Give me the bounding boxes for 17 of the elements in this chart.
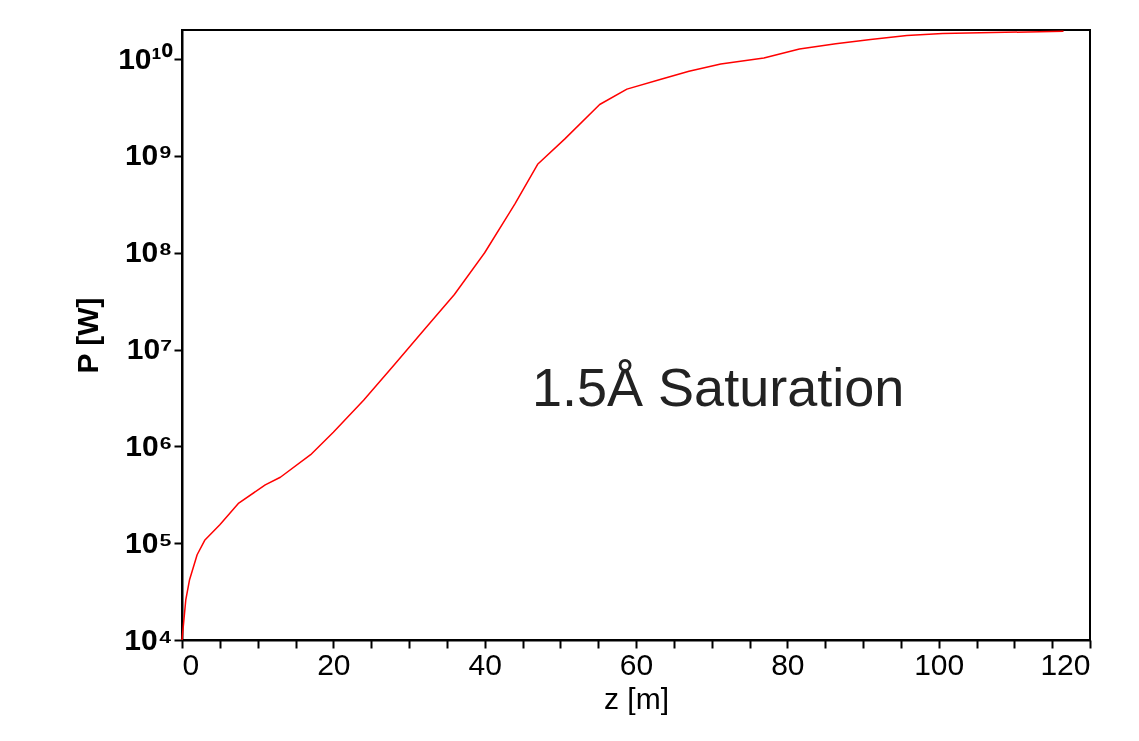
y-tick-label: 10¹⁰ [118, 41, 173, 75]
y-tick-label: 10⁹ [124, 138, 173, 172]
x-tick-label: 120 [1040, 647, 1091, 681]
x-tick-label: 0 [182, 647, 200, 681]
y-axis-title: P [W] [71, 297, 105, 374]
x-tick-label: 20 [317, 647, 351, 681]
y-tick-label: 10⁵ [125, 525, 173, 559]
x-tick-label: 40 [468, 647, 502, 681]
x-tick-label: 80 [771, 647, 805, 681]
y-tick-label: 10⁴ [124, 622, 173, 656]
x-tick-label: 60 [619, 647, 654, 681]
x-axis-title: z [m] [604, 681, 669, 715]
y-tick-label: 10⁸ [124, 235, 173, 269]
y-tick-label: 10⁶ [125, 428, 173, 462]
y-tick-label: 10⁷ [126, 332, 173, 366]
x-tick-label: 100 [914, 647, 965, 681]
annotation: 1.5Å Saturation [532, 357, 905, 417]
